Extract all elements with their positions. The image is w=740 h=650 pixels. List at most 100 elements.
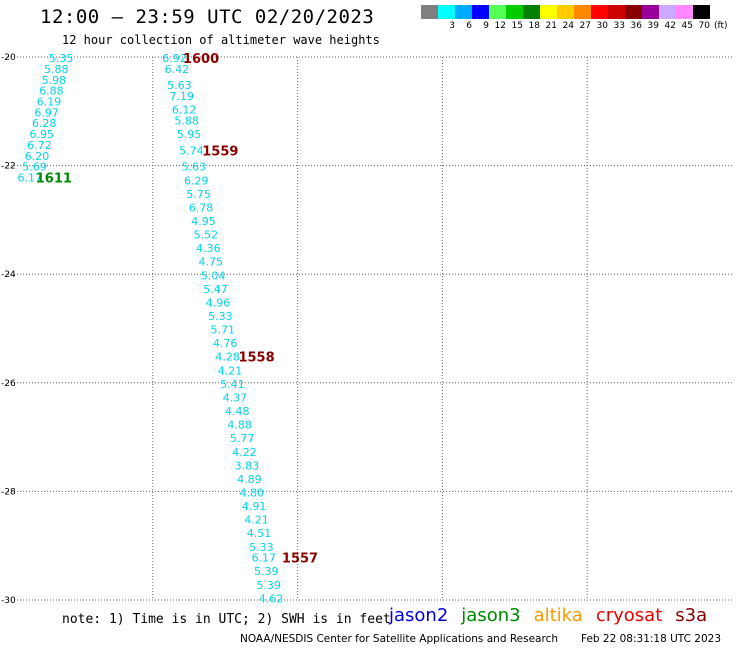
swh-point-label: 6.72 [27, 139, 52, 152]
swh-point-label: 4.80 [239, 486, 264, 499]
swh-point-label: 4.96 [206, 296, 231, 309]
swh-point-label: 4.28 [215, 351, 240, 364]
swh-point-label: 5.35 [49, 52, 74, 65]
color-scale-label: 42 [664, 21, 676, 31]
swh-point-label: 6.42 [165, 63, 190, 76]
swh-point-label: 6.20 [25, 150, 50, 163]
swh-point-label: 6.17 [252, 552, 277, 565]
y-tick-label: -28 [1, 487, 16, 497]
color-scale-label: 30 [596, 21, 608, 31]
swh-point-label: 5.04 [201, 269, 226, 282]
swh-point-label: 5.39 [254, 565, 279, 578]
satellite-legend-item: jason3 [461, 605, 521, 626]
swh-point-label: 5.41 [220, 378, 245, 391]
color-swatch [659, 5, 676, 19]
swh-point-label: 6.78 [189, 201, 214, 214]
y-tick-label: -30 [1, 596, 16, 605]
swh-point-label: 6.17 [17, 172, 42, 185]
color-scale-label: 36 [630, 21, 642, 31]
swh-point-label: 5.88 [44, 63, 69, 76]
pass-time-label: 1600 [183, 52, 219, 67]
footnote: note: 1) Time is in UTC; 2) SWH is in fe… [62, 612, 391, 627]
swh-point-label: 4.76 [213, 337, 238, 350]
satellite-legend-item: jason2 [389, 605, 449, 626]
swh-point-label: 5.69 [22, 161, 47, 174]
pass-time-label: 1611 [36, 172, 72, 187]
swh-point-label: 5.33 [249, 541, 274, 554]
chart-title: 12:00 – 23:59 UTC 02/20/2023 [40, 6, 375, 28]
chart-subtitle: 12 hour collection of altimeter wave hei… [62, 33, 380, 47]
swh-point-label: 5.47 [203, 283, 228, 296]
swh-point-label: 6.95 [30, 128, 55, 141]
axis-tick-labels: 90939699102105-20-22-24-26-28-30 [1, 53, 16, 605]
color-swatch [693, 5, 710, 19]
swh-point-label: 4.88 [227, 419, 252, 432]
satellite-legend-item: altika [533, 605, 583, 626]
color-swatch [557, 5, 574, 19]
swh-point-label: 4.91 [242, 500, 267, 513]
pass-time-label: 1559 [202, 144, 238, 159]
color-swatch [591, 5, 608, 19]
swh-point-label: 5.33 [208, 310, 233, 323]
color-scale-label: 6 [466, 21, 472, 31]
swh-point-label: 5.95 [177, 128, 202, 141]
swh-point-label: 4.37 [223, 391, 248, 404]
swh-point-label: 4.51 [247, 527, 272, 540]
pass-time-label: 1558 [238, 351, 274, 366]
swh-point-label: 5.63 [182, 161, 207, 174]
swh-point-label: 5.52 [194, 229, 219, 242]
swh-point-label: 4.95 [191, 215, 216, 228]
color-scale-bar [421, 5, 710, 19]
color-scale-unit: (ft) [714, 21, 728, 31]
chart-plot-area: 90939699102105-20-22-24-26-28-30 5.355.8… [1, 52, 732, 605]
y-tick-label: -20 [1, 53, 16, 63]
color-scale-label: 33 [613, 21, 625, 31]
color-scale-label: 3 [449, 21, 455, 31]
color-swatch [625, 5, 642, 19]
color-swatch [608, 5, 625, 19]
color-swatch [676, 5, 693, 19]
swh-point-label: 7.19 [170, 90, 195, 103]
color-swatch [438, 5, 455, 19]
swh-point-label: 6.12 [172, 104, 197, 117]
satellite-legend: jason2 jason3 altika cryosat s3a [389, 605, 707, 626]
satellite-legend-item: cryosat [595, 605, 663, 626]
color-swatch [523, 5, 540, 19]
swh-point-label: 5.63 [167, 79, 192, 92]
color-swatch [540, 5, 557, 19]
swh-point-label: 6.29 [184, 174, 209, 187]
color-swatch [506, 5, 523, 19]
swh-point-label: 4.89 [237, 473, 262, 486]
footer-timestamp: Feb 22 08:31:18 UTC 2023 [581, 633, 721, 645]
swh-point-label: 5.75 [186, 188, 211, 201]
color-scale-labels: 3 6 9 12 15 18 21 24 27 30 33 36 39 42 45 70 [421, 21, 710, 31]
pass-time-label: 1557 [282, 552, 318, 567]
color-scale-label: 21 [545, 21, 557, 31]
color-scale-label: 9 [483, 21, 489, 31]
grid-lines [8, 56, 732, 601]
swh-point-label: 6.97 [34, 106, 59, 119]
swh-point-label: 5.98 [42, 74, 67, 87]
color-swatch [455, 5, 472, 19]
swh-point-label: 5.71 [211, 324, 236, 337]
swh-data-labels: 5.355.885.986.886.196.976.286.956.726.20… [17, 52, 318, 605]
color-scale-label: 39 [647, 21, 659, 31]
swh-point-label: 6.92 [162, 52, 187, 65]
swh-point-label: 4.21 [218, 364, 243, 377]
swh-point-label: 3.83 [235, 459, 260, 472]
swh-point-label: 4.48 [225, 405, 250, 418]
swh-point-label: 5.77 [230, 432, 255, 445]
swh-point-label: 4.36 [196, 242, 221, 255]
swh-point-label: 6.28 [32, 117, 57, 130]
color-swatch [472, 5, 489, 19]
y-tick-label: -26 [1, 379, 16, 389]
swh-point-label: 4.62 [259, 592, 284, 605]
swh-point-label: 6.88 [39, 85, 64, 98]
color-swatch [574, 5, 591, 19]
swh-point-label: 5.74 [179, 144, 204, 157]
swh-point-label: 6.19 [37, 96, 62, 109]
color-scale-label: 15 [511, 21, 523, 31]
swh-point-label: 4.22 [232, 446, 257, 459]
satellite-legend-item: s3a [675, 605, 708, 626]
y-tick-label: -24 [1, 270, 16, 280]
